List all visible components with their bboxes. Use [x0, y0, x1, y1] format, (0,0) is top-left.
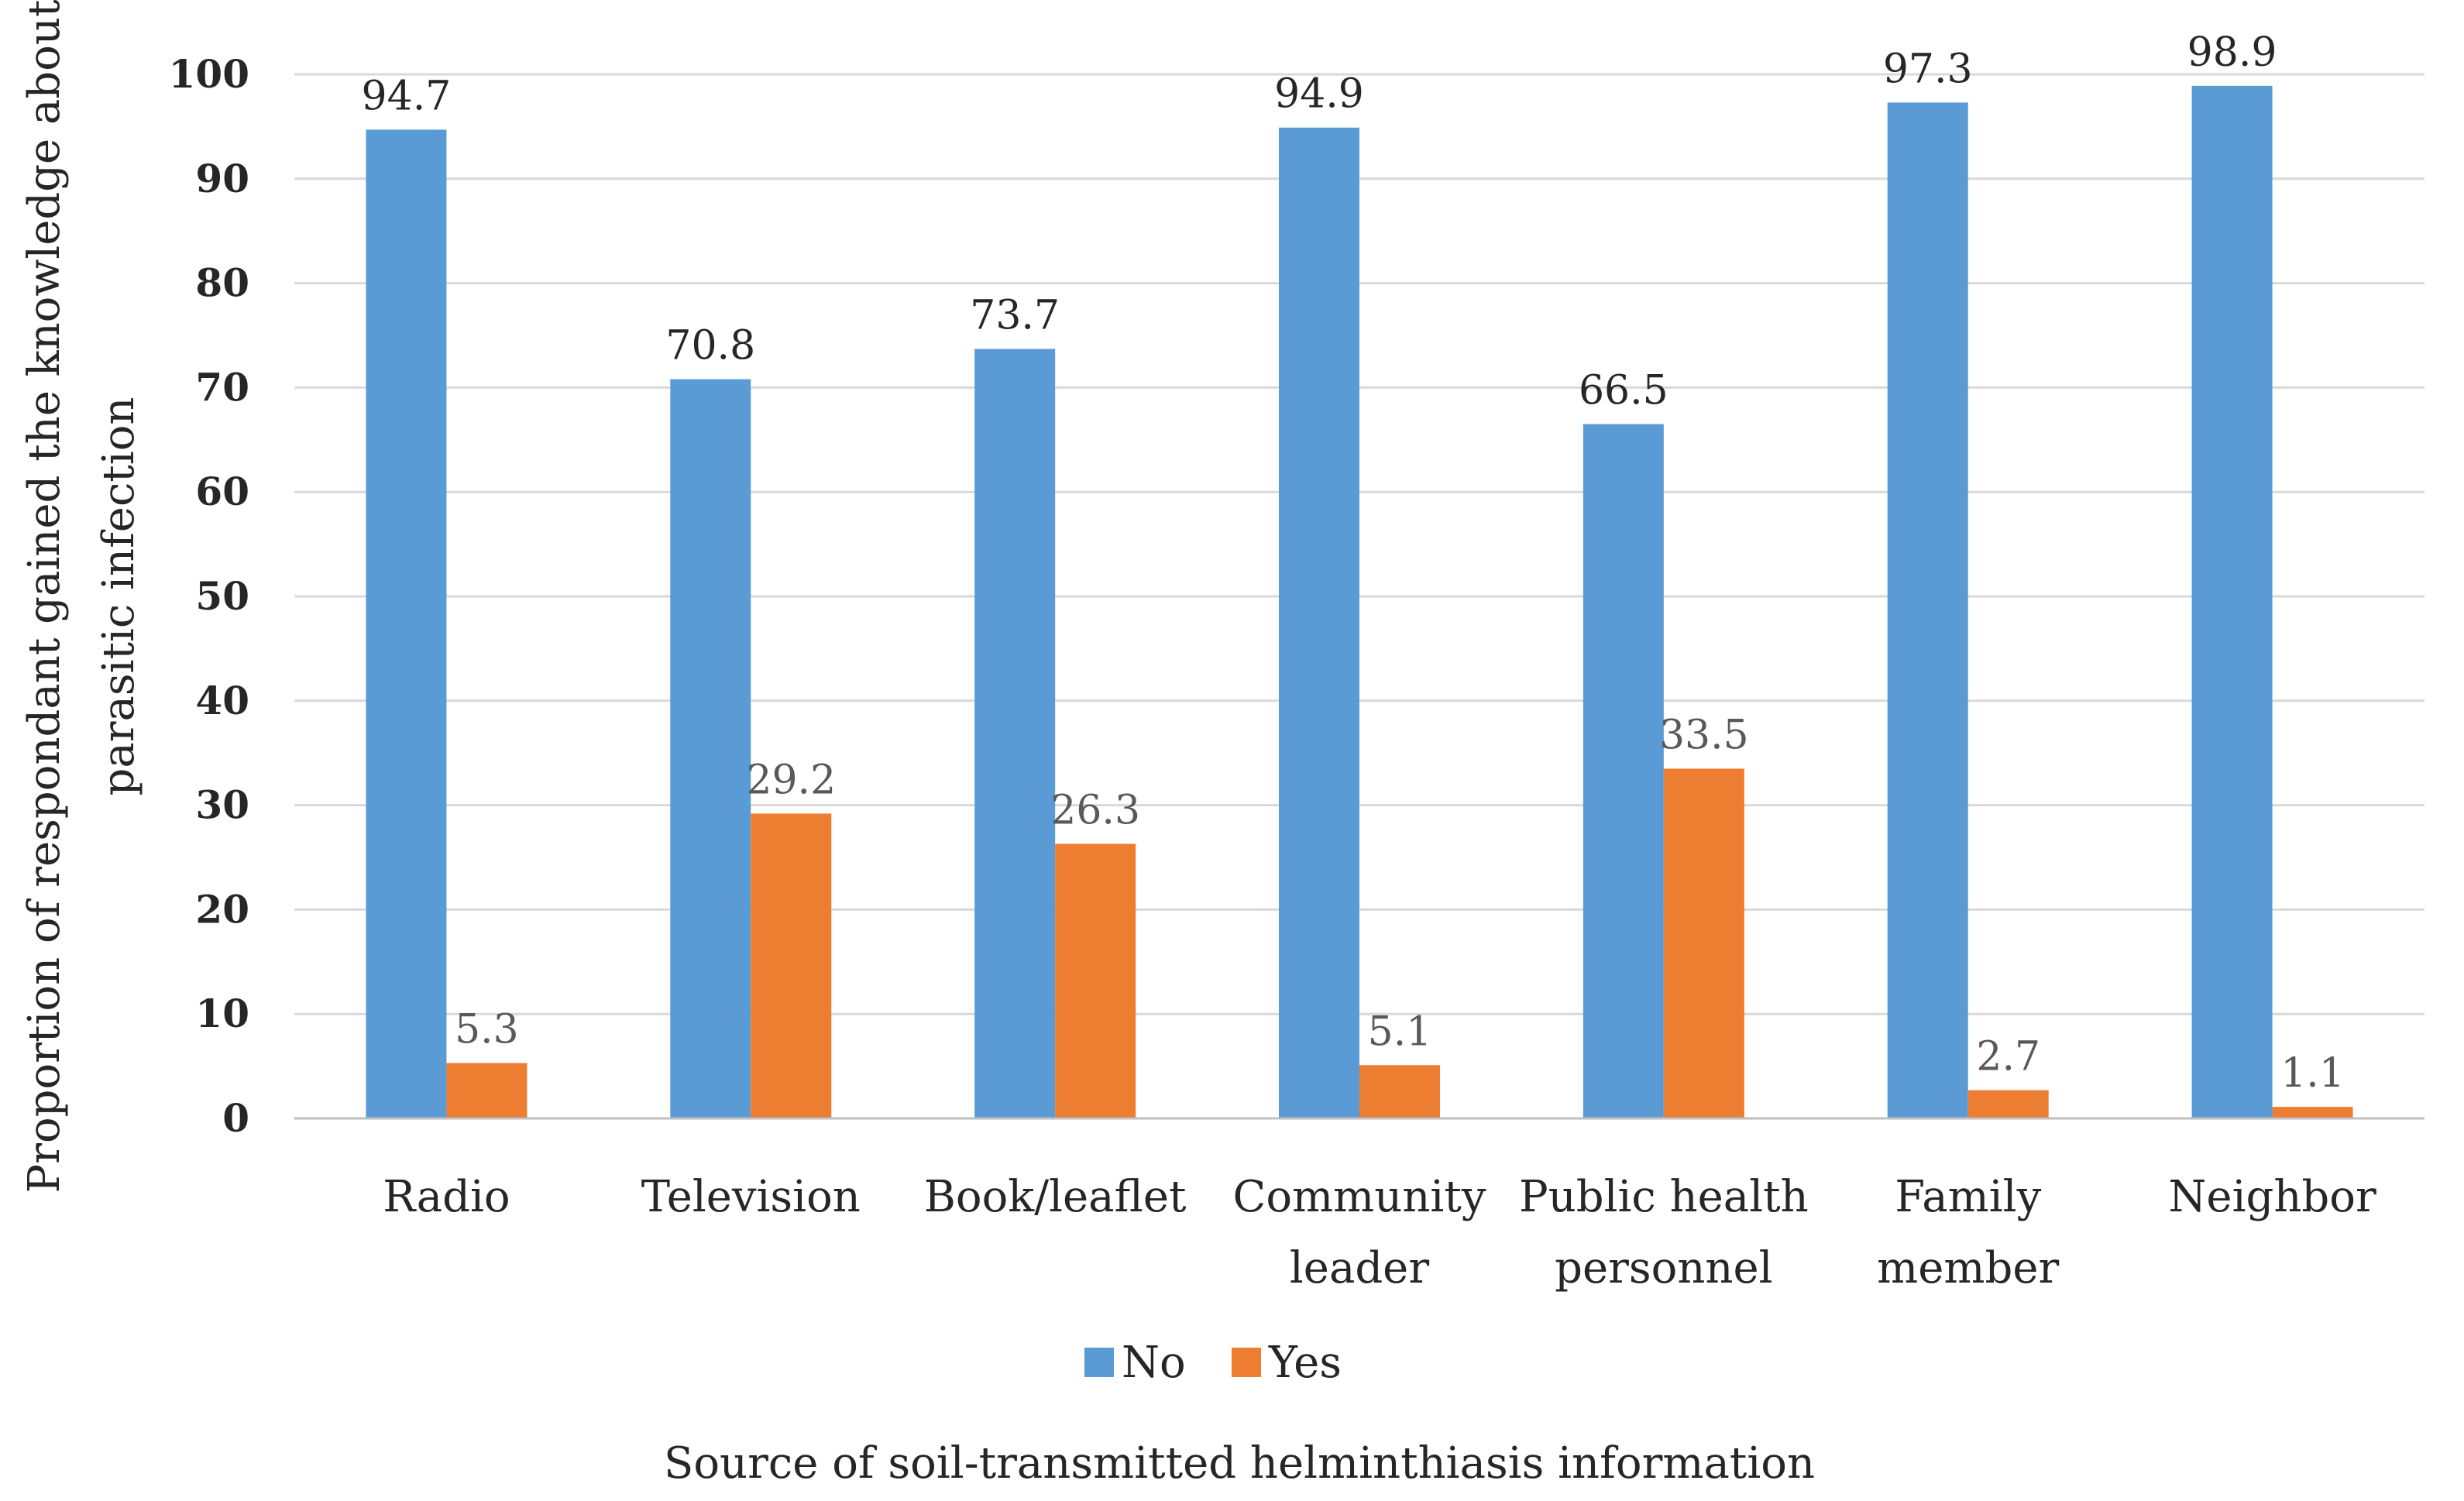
bar-yes: [2272, 1107, 2353, 1118]
y-axis-title-line: parasitic infection: [94, 397, 144, 795]
y-tick-label: 60: [195, 469, 249, 514]
data-labels: 94.7 70.8 73.7 94.9 66.5 97.3 98.9 5.3 29.2 26.3 5…: [362, 29, 2345, 1097]
y-axis-title-line: Proportion of respondant gained the know…: [19, 0, 70, 1193]
category-label: Public health: [1519, 1172, 1809, 1222]
data-label-no: 73.7: [970, 293, 1060, 339]
category-label: Neighbor: [2168, 1172, 2376, 1222]
y-tick-label: 0: [222, 1095, 249, 1141]
bar-no: [1583, 424, 1664, 1118]
y-tick-label: 30: [195, 782, 249, 828]
data-label-yes: 5.1: [1368, 1008, 1432, 1055]
bars: [366, 85, 2353, 1119]
legend-swatch-yes: [1232, 1348, 1261, 1377]
category-label: Family: [1895, 1172, 2041, 1222]
bar-no: [366, 129, 447, 1119]
bar-yes: [1055, 843, 1136, 1118]
data-label-yes: 5.3: [455, 1007, 519, 1053]
y-tick-label: 80: [195, 260, 249, 306]
data-label-no: 66.5: [1579, 368, 1668, 414]
y-tick-label: 100: [169, 51, 249, 97]
data-label-yes: 29.2: [746, 757, 836, 803]
y-tick-label: 70: [195, 364, 249, 410]
bar-yes: [446, 1063, 528, 1118]
data-label-no: 94.9: [1274, 71, 1364, 118]
y-axis-ticks: 0 10 20 30 40 50 60 70 80 90 100: [169, 51, 249, 1141]
legend-label-yes: Yes: [1268, 1338, 1342, 1388]
data-label-no: 98.9: [2187, 29, 2277, 76]
data-label-yes: 26.3: [1050, 787, 1140, 833]
data-label-yes: 1.1: [2280, 1050, 2345, 1097]
data-label-no: 94.7: [362, 73, 452, 119]
category-label: Radio: [383, 1172, 510, 1222]
y-tick-label: 10: [195, 991, 249, 1036]
category-label: member: [1877, 1243, 2059, 1293]
y-tick-label: 90: [195, 156, 249, 201]
bar-yes: [1967, 1090, 2049, 1118]
data-label-yes: 33.5: [1659, 712, 1749, 758]
bar-no: [974, 349, 1056, 1118]
y-tick-label: 20: [195, 886, 249, 932]
legend-swatch-no: [1084, 1348, 1114, 1377]
bar-yes: [1663, 768, 1744, 1118]
legend: No Yes: [1084, 1338, 1342, 1388]
legend-label-no: No: [1122, 1338, 1186, 1388]
bar-no: [1279, 127, 1359, 1118]
data-label-no: 97.3: [1883, 46, 1973, 92]
category-label: leader: [1290, 1243, 1429, 1293]
bar-yes: [1359, 1065, 1440, 1118]
bar-no: [1887, 102, 1968, 1118]
category-label: Television: [641, 1172, 861, 1222]
bar-no: [2191, 85, 2273, 1118]
y-axis-title: Proportion of respondant gained the know…: [19, 0, 144, 1193]
category-label: Community: [1233, 1172, 1486, 1222]
category-labels: Radio Television Book/leaflet Community lead…: [383, 1172, 2376, 1293]
y-tick-label: 40: [195, 678, 249, 723]
y-tick-label: 50: [195, 573, 249, 619]
x-axis-title: Source of soil-transmitted helminthiasis…: [664, 1438, 1815, 1489]
bar-yes: [751, 813, 832, 1118]
category-label: Book/leaflet: [924, 1172, 1187, 1222]
category-label: personnel: [1555, 1243, 1772, 1293]
bar-no: [670, 379, 751, 1119]
data-label-no: 70.8: [665, 323, 755, 369]
data-label-yes: 2.7: [1976, 1034, 2040, 1080]
